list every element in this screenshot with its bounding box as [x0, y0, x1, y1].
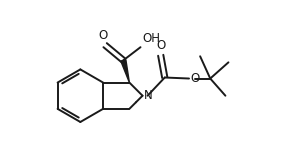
Polygon shape [121, 60, 130, 83]
Text: O: O [190, 72, 199, 85]
Text: O: O [99, 29, 108, 42]
Text: N: N [144, 89, 153, 102]
Text: O: O [156, 39, 165, 52]
Text: OH: OH [143, 32, 160, 45]
